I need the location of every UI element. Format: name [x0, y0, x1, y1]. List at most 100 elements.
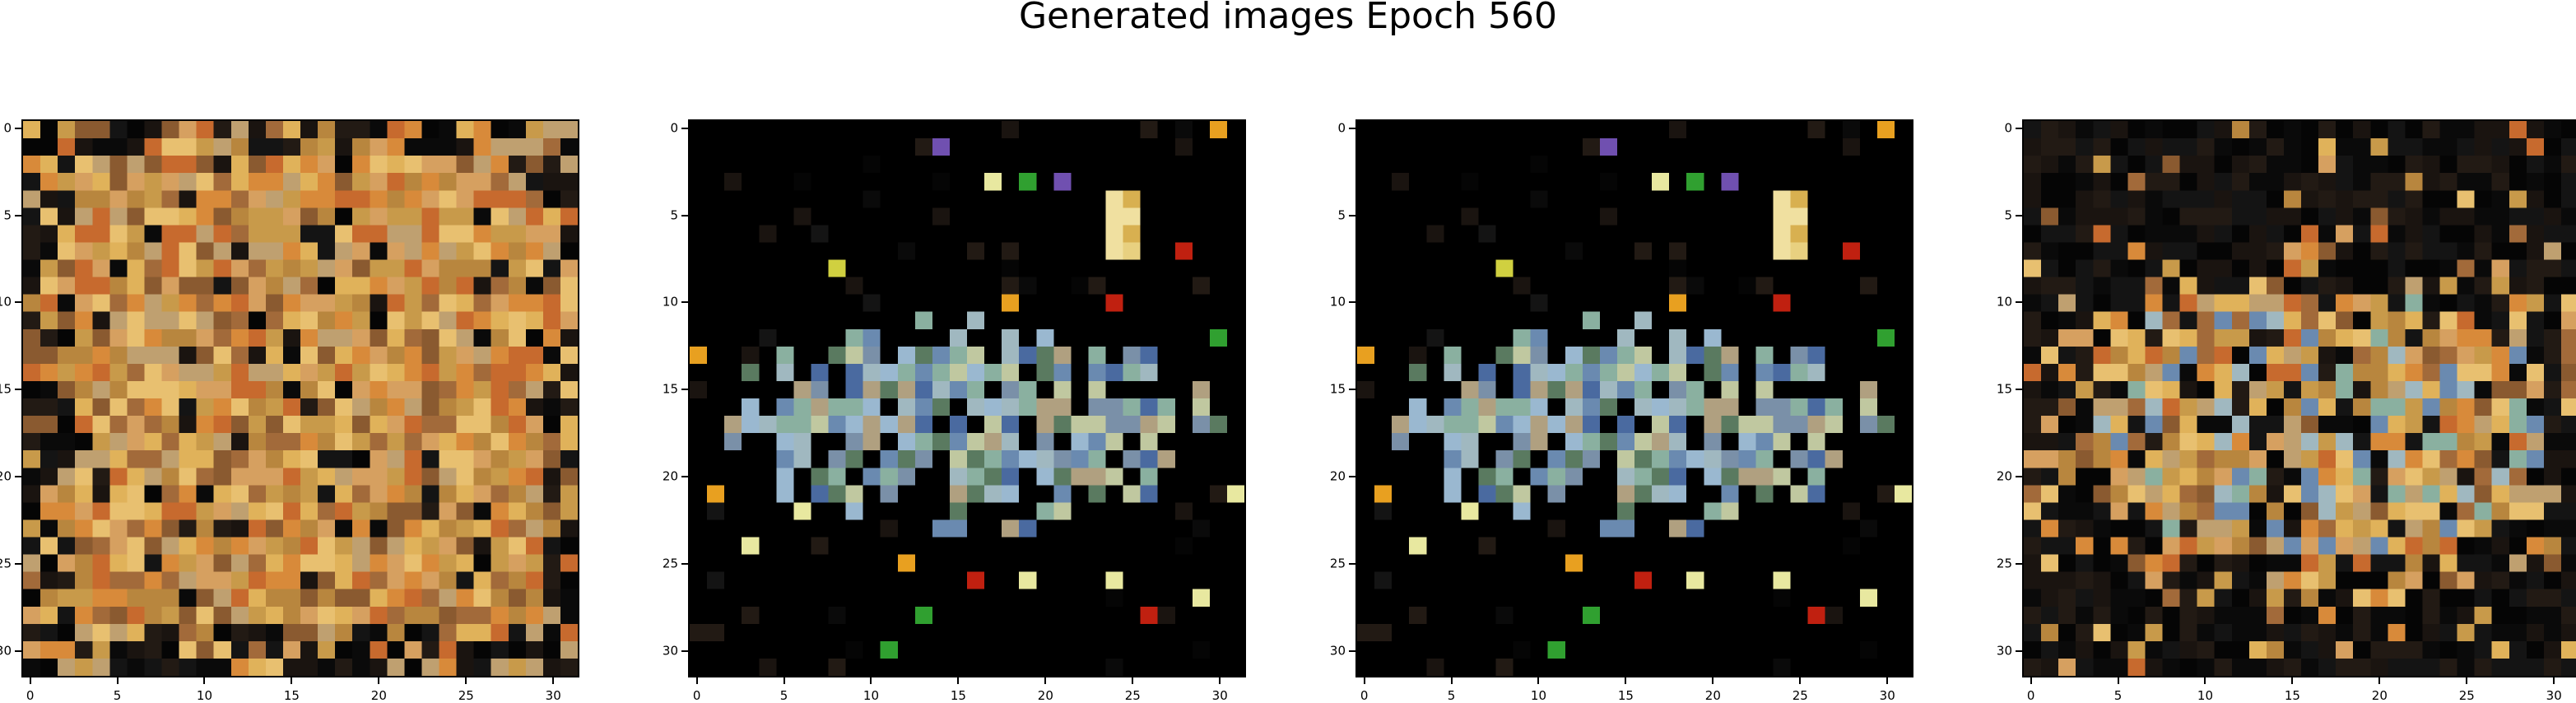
image-panel-2	[688, 119, 1246, 677]
y-tick-mark	[681, 301, 688, 304]
x-tick-label: 20	[1704, 688, 1721, 703]
y-tick-label: 25	[1329, 556, 1346, 571]
x-tick-label: 10	[2197, 688, 2214, 703]
generated-image-1	[23, 121, 578, 676]
x-tick-label: 10	[196, 688, 213, 703]
x-tick-mark	[870, 677, 872, 684]
x-tick-label: 15	[950, 688, 966, 703]
x-tick-label: 15	[283, 688, 300, 703]
y-tick-label: 30	[662, 643, 678, 659]
y-tick-label: 5	[1337, 207, 1346, 223]
x-tick-mark	[1219, 677, 1221, 684]
figure-title: Generated images Epoch 560	[1018, 0, 1558, 37]
generated-image-4	[2024, 121, 2576, 676]
x-tick-label: 30	[1211, 688, 1228, 703]
x-tick-label: 5	[2113, 688, 2123, 703]
x-tick-label: 15	[2284, 688, 2300, 703]
y-tick-label: 10	[662, 294, 678, 310]
x-tick-mark	[957, 677, 960, 684]
y-tick-label: 25	[1996, 556, 2012, 571]
y-tick-mark	[681, 563, 688, 566]
y-tick-mark	[1349, 301, 1355, 304]
y-tick-label: 0	[2004, 120, 2012, 136]
image-panel-4	[2022, 119, 2576, 677]
x-tick-label: 5	[779, 688, 788, 703]
x-tick-label: 30	[545, 688, 561, 703]
y-tick-label: 15	[662, 381, 678, 397]
x-tick-mark	[465, 677, 467, 684]
y-tick-mark	[1349, 214, 1355, 216]
x-tick-label: 0	[692, 688, 701, 703]
x-tick-mark	[116, 677, 119, 684]
image-panel-3	[1355, 119, 1913, 677]
x-tick-mark	[378, 677, 380, 684]
x-tick-label: 0	[26, 688, 35, 703]
x-tick-label: 5	[113, 688, 122, 703]
x-tick-label: 5	[1447, 688, 1456, 703]
x-tick-mark	[1132, 677, 1134, 684]
y-tick-mark	[2016, 214, 2022, 216]
y-tick-mark	[2016, 389, 2022, 391]
x-tick-mark	[1363, 677, 1365, 684]
y-tick-mark	[15, 563, 21, 566]
y-tick-label: 5	[3, 207, 12, 223]
x-tick-mark	[695, 677, 698, 684]
x-tick-mark	[1886, 677, 1889, 684]
y-tick-label: 15	[1329, 381, 1346, 397]
x-tick-mark	[2030, 677, 2032, 684]
x-tick-label: 20	[370, 688, 387, 703]
y-tick-mark	[15, 389, 21, 391]
image-panel-1	[21, 119, 579, 677]
y-tick-mark	[1349, 563, 1355, 566]
y-tick-mark	[15, 127, 21, 129]
y-tick-label: 20	[0, 468, 12, 484]
x-tick-mark	[2291, 677, 2294, 684]
generated-image-3	[1357, 121, 1912, 676]
x-tick-label: 20	[2371, 688, 2388, 703]
y-tick-label: 0	[1337, 120, 1346, 136]
y-tick-mark	[15, 476, 21, 478]
y-tick-mark	[1349, 389, 1355, 391]
x-tick-mark	[2553, 677, 2555, 684]
y-tick-label: 20	[662, 468, 678, 484]
y-tick-label: 0	[3, 120, 12, 136]
y-tick-mark	[2016, 301, 2022, 304]
y-tick-mark	[2016, 650, 2022, 653]
x-tick-label: 15	[1617, 688, 1634, 703]
y-tick-label: 20	[1329, 468, 1346, 484]
y-tick-mark	[2016, 563, 2022, 566]
y-tick-label: 25	[0, 556, 12, 571]
y-tick-mark	[681, 650, 688, 653]
y-tick-mark	[15, 301, 21, 304]
x-tick-mark	[29, 677, 31, 684]
y-tick-mark	[1349, 476, 1355, 478]
y-tick-label: 10	[1329, 294, 1346, 310]
x-tick-label: 0	[1360, 688, 1369, 703]
x-tick-mark	[1450, 677, 1453, 684]
x-tick-mark	[2466, 677, 2468, 684]
x-tick-label: 30	[2546, 688, 2562, 703]
x-tick-mark	[2378, 677, 2381, 684]
y-tick-mark	[1349, 127, 1355, 129]
x-tick-mark	[291, 677, 293, 684]
x-tick-mark	[1044, 677, 1047, 684]
y-tick-label: 15	[1996, 381, 2012, 397]
x-tick-label: 20	[1037, 688, 1053, 703]
x-tick-mark	[2117, 677, 2119, 684]
x-tick-mark	[1712, 677, 1714, 684]
x-tick-mark	[552, 677, 555, 684]
x-tick-label: 25	[2458, 688, 2475, 703]
y-tick-mark	[681, 127, 688, 129]
y-tick-mark	[2016, 127, 2022, 129]
y-tick-label: 25	[662, 556, 678, 571]
y-tick-label: 5	[2004, 207, 2012, 223]
x-tick-mark	[1537, 677, 1540, 684]
y-tick-label: 0	[670, 120, 678, 136]
y-tick-mark	[15, 650, 21, 653]
x-tick-label: 25	[458, 688, 474, 703]
y-tick-mark	[1349, 650, 1355, 653]
y-tick-label: 5	[670, 207, 678, 223]
x-tick-mark	[1625, 677, 1627, 684]
y-tick-label: 10	[1996, 294, 2012, 310]
x-tick-label: 0	[2026, 688, 2035, 703]
